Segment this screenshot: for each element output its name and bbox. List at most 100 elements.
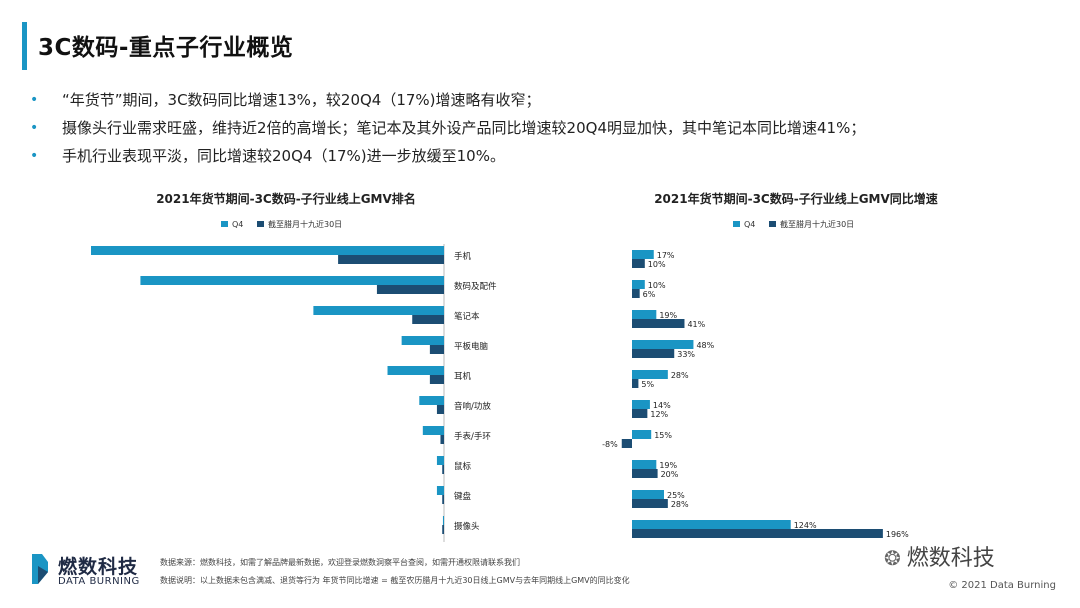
bullet-item: • 手机行业表现平淡，同比增速较20Q4（17%)进一步放缓至10%。 bbox=[30, 142, 865, 170]
title-accent-bar bbox=[22, 22, 27, 70]
chart1-category-label: 摄像头 bbox=[454, 521, 480, 532]
chart2-data-label: 10% bbox=[648, 281, 666, 290]
chart2-legend-period-label: 截至腊月十九近30日 bbox=[780, 219, 854, 229]
data-source-note: 数据来源：燃数科技，如需了解品牌最新数据，欢迎登录燃数洞察平台查阅，如需开通权限… bbox=[160, 558, 520, 567]
chart2-bar-q4 bbox=[632, 430, 652, 439]
chart2-data-label: 5% bbox=[641, 380, 654, 389]
chart2-data-label: 25% bbox=[667, 491, 685, 500]
chart2-title: 2021年货节期间-3C数码-子行业线上GMV同比增速 bbox=[654, 191, 938, 206]
chart2-data-label: 33% bbox=[677, 350, 695, 359]
watermark-text: 燃数科技 bbox=[906, 546, 995, 571]
chart2-bar-period bbox=[632, 289, 640, 298]
chart2-legend-period-swatch bbox=[769, 221, 776, 227]
chart2-data-label: 196% bbox=[886, 530, 909, 539]
chart2-data-label: 19% bbox=[659, 461, 677, 470]
chart2-bar-q4 bbox=[632, 340, 694, 349]
chart1-bar-period bbox=[442, 495, 444, 504]
bullet-text: “年货节”期间，3C数码同比增速13%，较20Q4（17%)增速略有收窄； bbox=[62, 91, 541, 109]
chart2-bar-period bbox=[632, 259, 645, 268]
chart1-bar-q4 bbox=[436, 486, 444, 495]
bullet-dot-icon: • bbox=[30, 92, 39, 108]
chart1-bar-period bbox=[440, 435, 444, 444]
chart2-legend-q4-swatch bbox=[733, 221, 740, 227]
chart2-data-label: 6% bbox=[643, 290, 656, 299]
summary-bullets: • “年货节”期间，3C数码同比增速13%，较20Q4（17%)增速略有收窄； •… bbox=[30, 86, 865, 170]
brand-name: 燃数科技 bbox=[58, 556, 139, 578]
bullet-item: • “年货节”期间，3C数码同比增速13%，较20Q4（17%)增速略有收窄； bbox=[30, 86, 865, 114]
chart2-bar-period bbox=[621, 439, 632, 448]
chart1-bar-q4 bbox=[387, 366, 444, 375]
chart2-data-label: 15% bbox=[654, 431, 672, 440]
chart1-bar-q4 bbox=[422, 426, 444, 435]
chart2-data-label: 17% bbox=[657, 251, 675, 260]
chart1-category-label: 平板电脑 bbox=[454, 341, 489, 352]
data-explanation-note: 数据说明：以上数据未包含满减、退货等行为 年货节同比增速 = 截至农历腊月十九近… bbox=[160, 576, 630, 585]
chart1-category-label: 鼠标 bbox=[454, 461, 472, 472]
chart1-bar-q4 bbox=[140, 276, 445, 285]
chart2-bar-q4 bbox=[632, 370, 668, 379]
chart1-category-label: 数码及配件 bbox=[454, 281, 497, 292]
chart2-data-label: 14% bbox=[653, 401, 671, 410]
chart1-category-label: 笔记本 bbox=[454, 311, 480, 322]
chart2-bar-period bbox=[632, 349, 675, 358]
chart1-category-label: 手机 bbox=[454, 251, 472, 262]
chart2-data-label: 124% bbox=[794, 521, 817, 530]
brand-logo-icon bbox=[32, 554, 48, 584]
chart2-bar-q4 bbox=[632, 490, 664, 499]
chart1-legend-period-swatch bbox=[257, 221, 264, 227]
chart2-bar-period bbox=[632, 379, 639, 388]
chart1-bar-q4 bbox=[419, 396, 444, 405]
chart2-data-label: 41% bbox=[687, 320, 705, 329]
chart1-bar-period bbox=[429, 375, 444, 384]
wechat-icon: ❂ bbox=[884, 546, 901, 570]
chart1-bar-period bbox=[412, 315, 444, 324]
chart2-legend-q4-label: Q4 bbox=[744, 220, 755, 229]
bullet-item: • 摄像头行业需求旺盛，维持近2倍的高增长；笔记本及其外设产品同比增速较20Q4明… bbox=[30, 114, 865, 142]
chart2-data-label: 12% bbox=[650, 410, 668, 419]
bullet-text: 摄像头行业需求旺盛，维持近2倍的高增长；笔记本及其外设产品同比增速较20Q4明显… bbox=[62, 119, 866, 137]
chart1-bar-period bbox=[429, 345, 444, 354]
bullet-text: 手机行业表现平淡，同比增速较20Q4（17%)进一步放缓至10%。 bbox=[62, 147, 505, 165]
copyright: © 2021 Data Burning bbox=[948, 580, 1056, 591]
chart2-bar-q4 bbox=[632, 310, 657, 319]
brand-name-en: DATA BURNING bbox=[58, 576, 140, 587]
chart1-bar-period bbox=[442, 465, 444, 474]
chart2-bar-period bbox=[632, 319, 685, 328]
chart2-bar-period bbox=[632, 529, 883, 538]
chart1-bar-q4 bbox=[442, 516, 444, 525]
chart1-bar-q4 bbox=[313, 306, 444, 315]
chart2-bar-period bbox=[632, 499, 668, 508]
chart2-data-label: 28% bbox=[671, 500, 689, 509]
chart1-legend-period-label: 截至腊月十九近30日 bbox=[268, 219, 342, 229]
chart2-bar-q4 bbox=[632, 250, 654, 259]
wechat-watermark: ❂ 燃数科技 bbox=[884, 540, 995, 572]
chart2-bar-q4 bbox=[632, 520, 791, 529]
chart2-data-label: 28% bbox=[671, 371, 689, 380]
chart2-bar-q4 bbox=[632, 400, 650, 409]
chart1-category-label: 音响/功放 bbox=[454, 401, 491, 412]
bullet-dot-icon: • bbox=[30, 148, 39, 164]
chart1-title: 2021年货节期间-3C数码-子行业线上GMV排名 bbox=[156, 191, 416, 206]
chart1-bar-period bbox=[436, 405, 444, 414]
chart1-bar-period bbox=[442, 525, 444, 534]
chart1-bar-period bbox=[338, 255, 444, 264]
chart1-legend-q4-swatch bbox=[221, 221, 228, 227]
chart2-data-label: -8% bbox=[602, 440, 618, 449]
chart2-data-label: 48% bbox=[696, 341, 714, 350]
chart1-category-label: 手表/手环 bbox=[454, 431, 491, 442]
chart2-data-label: 19% bbox=[659, 311, 677, 320]
chart1-bar-period bbox=[376, 285, 444, 294]
chart2-bar-q4 bbox=[632, 280, 645, 289]
bullet-dot-icon: • bbox=[30, 120, 39, 136]
chart1-bar-q4 bbox=[401, 336, 444, 345]
chart1-legend-q4-label: Q4 bbox=[232, 220, 243, 229]
chart2-data-label: 20% bbox=[661, 470, 679, 479]
chart2-bar-q4 bbox=[632, 460, 657, 469]
page-title: 3C数码-重点子行业概览 bbox=[38, 35, 294, 61]
chart1-category-label: 键盘 bbox=[454, 491, 472, 502]
chart2-bar-period bbox=[632, 469, 658, 478]
chart2-data-label: 10% bbox=[648, 260, 666, 269]
chart1-bar-q4 bbox=[436, 456, 444, 465]
chart2-bar-period bbox=[632, 409, 648, 418]
